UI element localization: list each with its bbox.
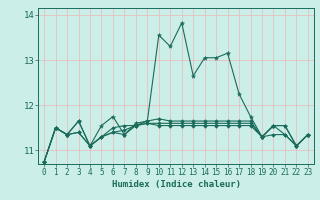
X-axis label: Humidex (Indice chaleur): Humidex (Indice chaleur) — [111, 180, 241, 189]
